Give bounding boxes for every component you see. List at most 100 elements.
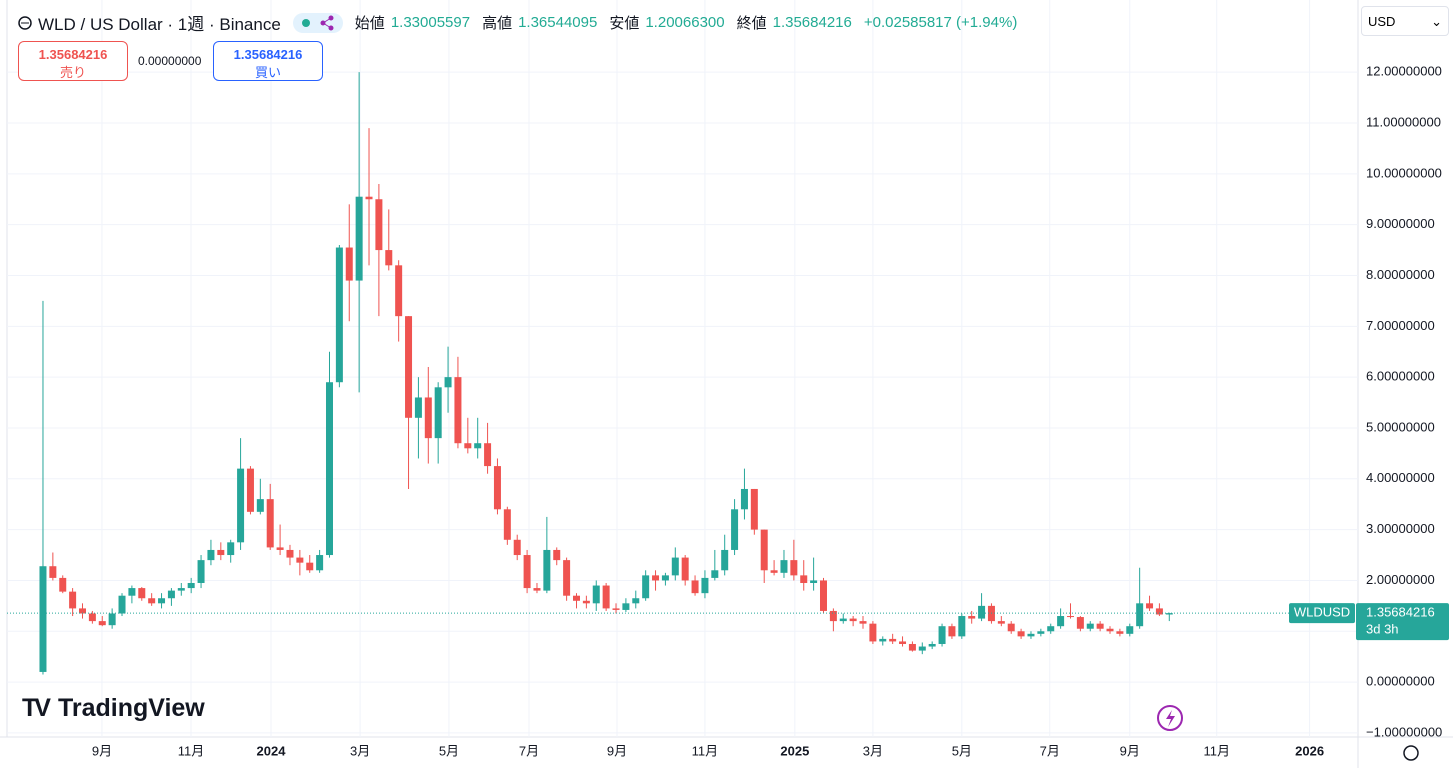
- candle-body: [286, 549, 294, 558]
- candle-body: [138, 588, 146, 599]
- candle-body: [879, 638, 887, 642]
- candle-body: [740, 488, 748, 510]
- candle-body: [1076, 617, 1084, 629]
- candle-body: [1007, 623, 1015, 632]
- candle-body: [592, 585, 600, 604]
- logo: TV TradingView: [22, 694, 205, 722]
- plot-area: [0, 0, 1358, 737]
- candle-body: [177, 588, 185, 591]
- candle-body: [1126, 626, 1134, 634]
- candle-body: [493, 466, 501, 510]
- candle-body: [859, 621, 867, 624]
- y-tick-label: 6.00000000: [1366, 369, 1435, 384]
- candle-body: [1106, 628, 1114, 632]
- spread: 0.00000000: [138, 54, 202, 68]
- candle-body: [701, 577, 709, 594]
- y-tick-label: 2.00000000: [1366, 572, 1435, 587]
- candle-body: [98, 621, 106, 626]
- price-box: [1356, 603, 1449, 641]
- candle-body: [464, 443, 472, 449]
- candle-body: [355, 196, 363, 281]
- candle-body: [484, 443, 492, 467]
- candle-body: [69, 591, 77, 609]
- status: [292, 12, 343, 33]
- grid: [7, 0, 1358, 737]
- x-tick-label: 5月: [952, 743, 972, 758]
- y-tick-label: 9.00000000: [1366, 216, 1435, 231]
- candle-body: [108, 613, 116, 626]
- candle-body: [602, 585, 610, 609]
- candles: [7, 72, 1358, 675]
- x-tick-label: 11月: [1203, 743, 1230, 758]
- currency: USD: [1368, 14, 1396, 29]
- candle-body: [197, 560, 205, 583]
- x-tick-label: 9月: [1120, 743, 1140, 758]
- candle-body: [523, 555, 531, 589]
- candle-body: [968, 616, 976, 619]
- currency-select[interactable]: USD ⌄: [1361, 6, 1449, 36]
- change: +0.02585817 (+1.94%): [863, 14, 1018, 31]
- candle-body: [869, 623, 877, 642]
- candle-body: [444, 377, 452, 388]
- settings-icon[interactable]: [1403, 745, 1419, 761]
- candle-body: [405, 316, 413, 418]
- high-label: 高値: [482, 15, 513, 32]
- candle-body: [790, 560, 798, 576]
- candle-body: [316, 555, 324, 571]
- candle-body: [1165, 613, 1173, 615]
- sell-button[interactable]: 1.35684216 売り: [18, 41, 128, 81]
- candle-body: [1066, 616, 1074, 618]
- candle-body: [167, 590, 175, 599]
- candle-body: [434, 387, 442, 439]
- open-label: 始値: [354, 15, 385, 32]
- candle-body: [1146, 603, 1154, 609]
- candle-body: [385, 250, 393, 266]
- candle-body: [128, 588, 136, 596]
- candle-body: [918, 646, 926, 651]
- alert-icon[interactable]: [1157, 705, 1183, 731]
- ticker: WLDUSD: [1294, 605, 1350, 620]
- candle-body: [1086, 623, 1094, 629]
- candle-body: [661, 575, 669, 581]
- candle-body: [296, 557, 304, 563]
- candle-body: [276, 547, 284, 550]
- low-label: 安値: [609, 15, 640, 32]
- sell-price: 1.35684216: [38, 47, 108, 62]
- last-price: 1.35684216: [1366, 605, 1435, 620]
- candle-body: [207, 549, 215, 561]
- candle-body: [49, 566, 57, 578]
- candle-body: [365, 196, 373, 200]
- candle-body: [839, 618, 847, 622]
- candle-body: [1057, 616, 1065, 627]
- buy-price: 1.35684216: [233, 47, 303, 62]
- buy-button[interactable]: 1.35684216 買い: [213, 41, 323, 81]
- candle-body: [533, 588, 541, 591]
- y-tick-label: 12.00000000: [1366, 64, 1442, 79]
- candle-body: [503, 509, 511, 540]
- candle-body: [908, 643, 916, 651]
- candle-body: [889, 638, 897, 642]
- candle-body: [652, 575, 660, 581]
- candle-body: [711, 570, 719, 578]
- candle-body: [612, 608, 620, 610]
- candle-body: [731, 509, 739, 550]
- candle-body: [997, 621, 1005, 624]
- candle-body: [671, 557, 679, 576]
- candle-body: [395, 265, 403, 317]
- candle-body: [750, 488, 758, 530]
- candle-body: [187, 582, 195, 589]
- candle-body: [78, 608, 86, 614]
- y-tick-label: 5.00000000: [1366, 419, 1435, 434]
- x-tick-label: 5月: [439, 743, 459, 758]
- candle-body: [582, 600, 590, 604]
- candle-body: [375, 199, 383, 251]
- countdown: 3d 3h: [1366, 622, 1399, 637]
- x-tick-label: 9月: [607, 743, 627, 758]
- x-tick-label: 2024: [257, 743, 287, 758]
- legend: WLD / US Dollar · 1週 · Binance 始値 1.33005…: [18, 10, 1023, 35]
- candle-body: [760, 529, 768, 571]
- candle-body: [246, 468, 254, 512]
- x-tick-label: 7月: [519, 743, 539, 758]
- data-icon: [320, 15, 334, 30]
